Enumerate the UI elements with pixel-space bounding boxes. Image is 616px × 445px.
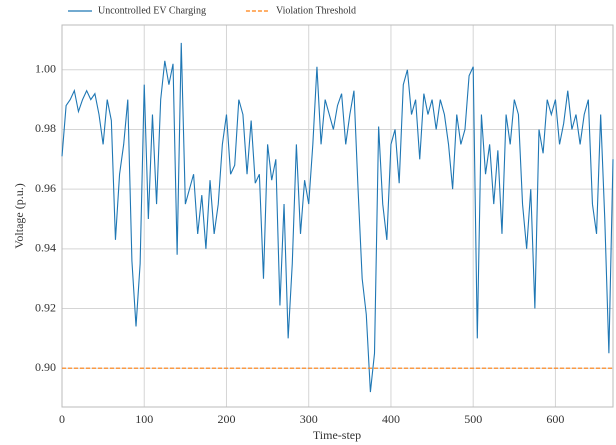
y-tick-label: 0.98 bbox=[35, 121, 56, 135]
series-line bbox=[61, 42, 614, 393]
x-tick-label: 600 bbox=[546, 412, 564, 426]
y-axis-label: Voltage (p.u.) bbox=[12, 183, 26, 248]
legend-label: Uncontrolled EV Charging bbox=[98, 5, 206, 16]
y-tick-label: 0.94 bbox=[35, 241, 56, 255]
legend-label: Violation Threshold bbox=[276, 5, 356, 16]
plot-frame bbox=[61, 24, 614, 408]
x-tick-label: 400 bbox=[382, 412, 400, 426]
y-tick-label: 0.90 bbox=[35, 360, 56, 374]
y-tick-label: 0.92 bbox=[35, 300, 56, 314]
x-tick-label: 100 bbox=[135, 412, 153, 426]
x-tick-label: 300 bbox=[300, 412, 318, 426]
x-tick-label: 0 bbox=[59, 412, 65, 426]
x-tick-label: 500 bbox=[464, 412, 482, 426]
y-tick-label: 0.96 bbox=[35, 181, 56, 195]
x-tick-label: 200 bbox=[217, 412, 235, 426]
y-tick-label: 1.00 bbox=[35, 62, 56, 76]
x-axis-label: Time-step bbox=[313, 428, 361, 442]
